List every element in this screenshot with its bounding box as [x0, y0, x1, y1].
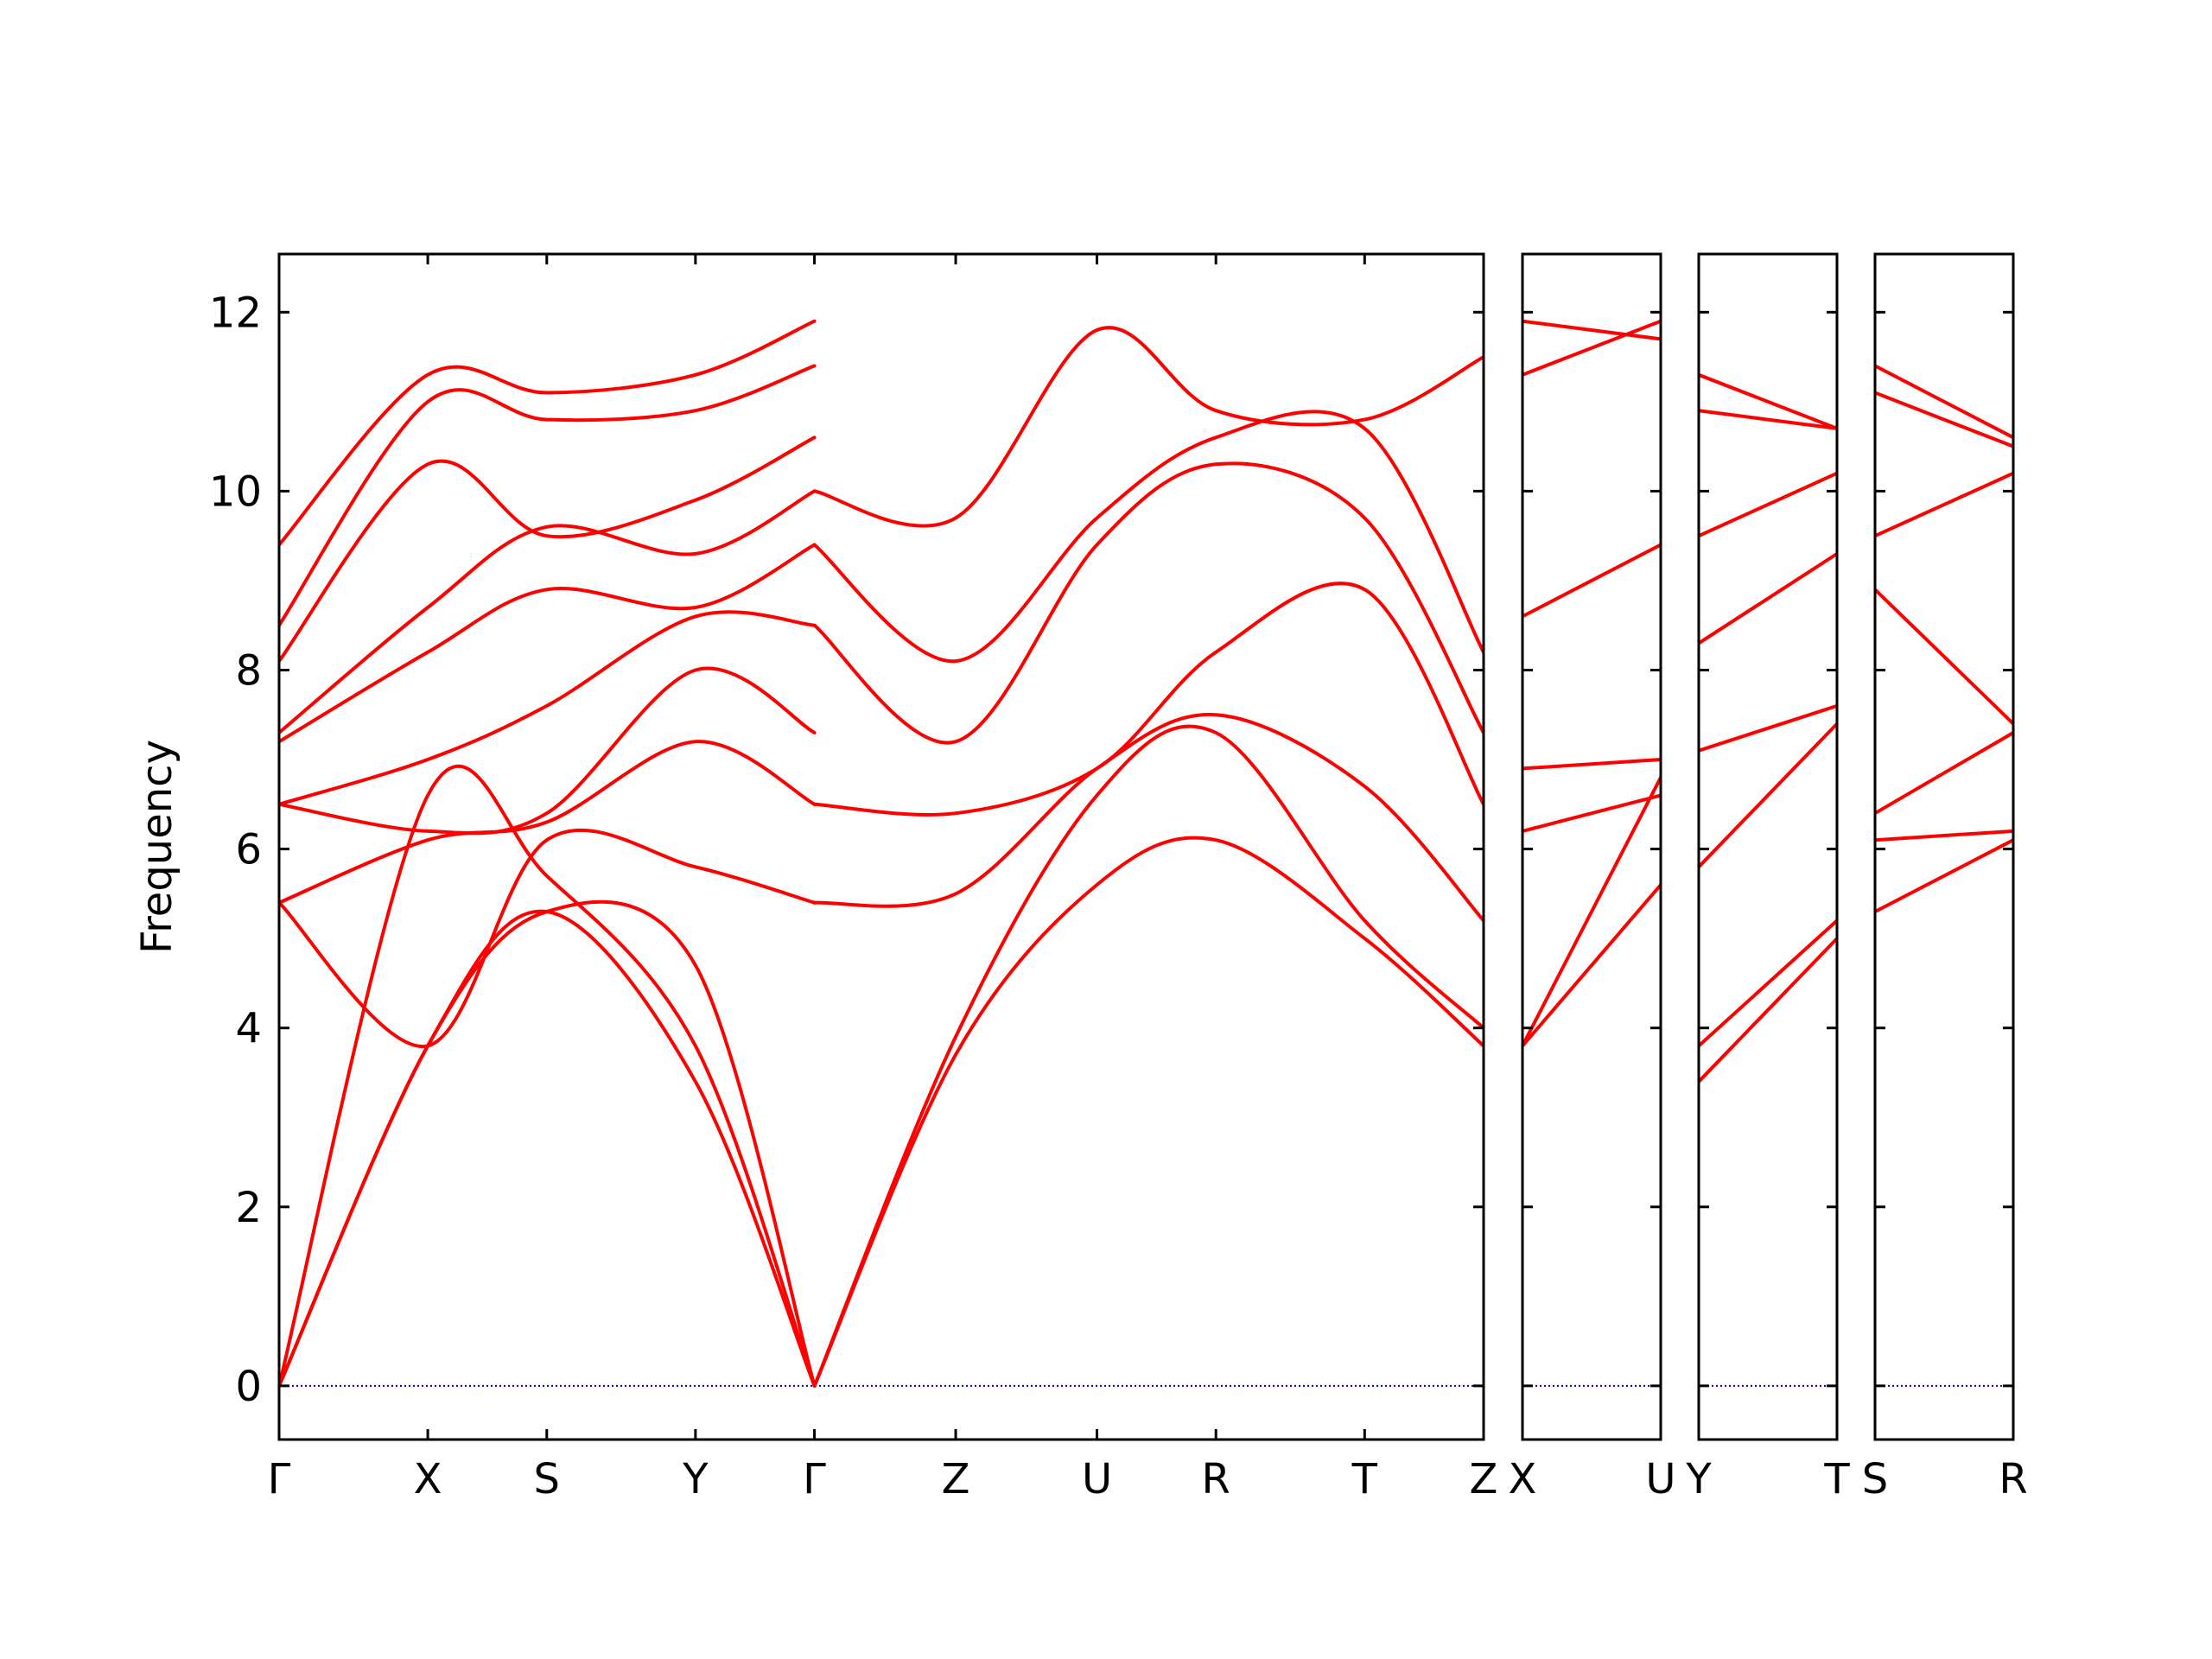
- y-tick-label: 2: [235, 1184, 262, 1232]
- band-line: [1875, 838, 2013, 914]
- band-line: [1522, 319, 1661, 377]
- x-tick-label: R: [1202, 1455, 1230, 1503]
- y-tick-label: 6: [235, 826, 262, 874]
- band-line: [279, 764, 817, 1388]
- band-line: [1875, 829, 2013, 842]
- panel-frame: [277, 252, 1485, 1441]
- panel-frame: [1521, 252, 1662, 1441]
- band-line: [1699, 372, 1837, 430]
- band-line: [279, 543, 817, 744]
- x-tick-label: U: [1082, 1455, 1112, 1503]
- bands-group: [1522, 319, 1661, 1048]
- x-tick-label: S: [1862, 1455, 1888, 1503]
- band-line: [1522, 793, 1661, 833]
- band-line: [279, 489, 817, 734]
- x-tick-label: X: [1509, 1455, 1537, 1503]
- band-line: [1522, 775, 1661, 1048]
- x-tick-label: T: [1823, 1455, 1850, 1503]
- bands-group: [1699, 372, 1837, 1084]
- band-line: [1522, 758, 1661, 771]
- band-line: [1699, 471, 1837, 538]
- band-line: [279, 435, 817, 664]
- band-line: [1522, 319, 1661, 341]
- band-line: [812, 713, 1484, 923]
- band-line: [279, 319, 817, 547]
- y-tick-label: 12: [209, 289, 262, 337]
- band-line: [1699, 551, 1837, 645]
- x-tick-label: X: [414, 1455, 442, 1503]
- x-tick-label: Z: [942, 1455, 970, 1503]
- x-tick-label: Y: [1685, 1455, 1712, 1503]
- band-line: [279, 909, 817, 1388]
- panel-frame: [1697, 252, 1839, 1441]
- band-line: [812, 461, 1484, 745]
- x-tick-label: Γ: [268, 1455, 291, 1503]
- band-line: [1699, 721, 1837, 869]
- x-tick-label: Z: [1470, 1455, 1498, 1503]
- band-line: [812, 326, 1484, 528]
- band-line: [1875, 731, 2013, 816]
- x-tick-label: Γ: [803, 1455, 826, 1503]
- x-tick-label: T: [1351, 1455, 1378, 1503]
- x-tick-label: S: [534, 1455, 560, 1503]
- y-tick-label: 4: [235, 1005, 262, 1053]
- band-line: [812, 836, 1484, 1388]
- band-line: [812, 724, 1484, 1388]
- band-line: [812, 410, 1484, 664]
- y-tick-label: 10: [209, 467, 262, 516]
- x-tick-label: Y: [682, 1455, 709, 1503]
- y-tick-label: 0: [235, 1363, 262, 1411]
- band-line: [279, 740, 817, 905]
- band-line: [1875, 391, 2013, 448]
- band-line: [279, 828, 817, 1048]
- band-line: [1522, 543, 1661, 619]
- bands-group: [279, 319, 1484, 1388]
- panel-frame: [1873, 252, 2015, 1441]
- band-line: [1699, 409, 1837, 430]
- band-line: [1699, 918, 1837, 1048]
- x-tick-label: R: [1999, 1455, 2027, 1503]
- band-line: [279, 610, 817, 806]
- x-tick-label: U: [1645, 1455, 1675, 1503]
- y-axis-label: Frequency: [133, 740, 181, 954]
- band-line: [1699, 703, 1837, 753]
- panel-1: 0 2 4 6 8 10 12 Γ X S Y Γ Z U R T Z: [209, 252, 1498, 1503]
- band-line: [812, 582, 1484, 817]
- band-line: [279, 364, 817, 627]
- band-line: [1699, 937, 1837, 1084]
- bands-group: [1875, 364, 2013, 914]
- band-line: [279, 899, 817, 1388]
- band-line: [1875, 588, 2013, 726]
- band-line: [1522, 883, 1661, 1048]
- band-line: [279, 666, 817, 836]
- y-tick-label: 8: [235, 646, 262, 695]
- band-line: [1875, 364, 2013, 440]
- band-line: [1875, 471, 2013, 538]
